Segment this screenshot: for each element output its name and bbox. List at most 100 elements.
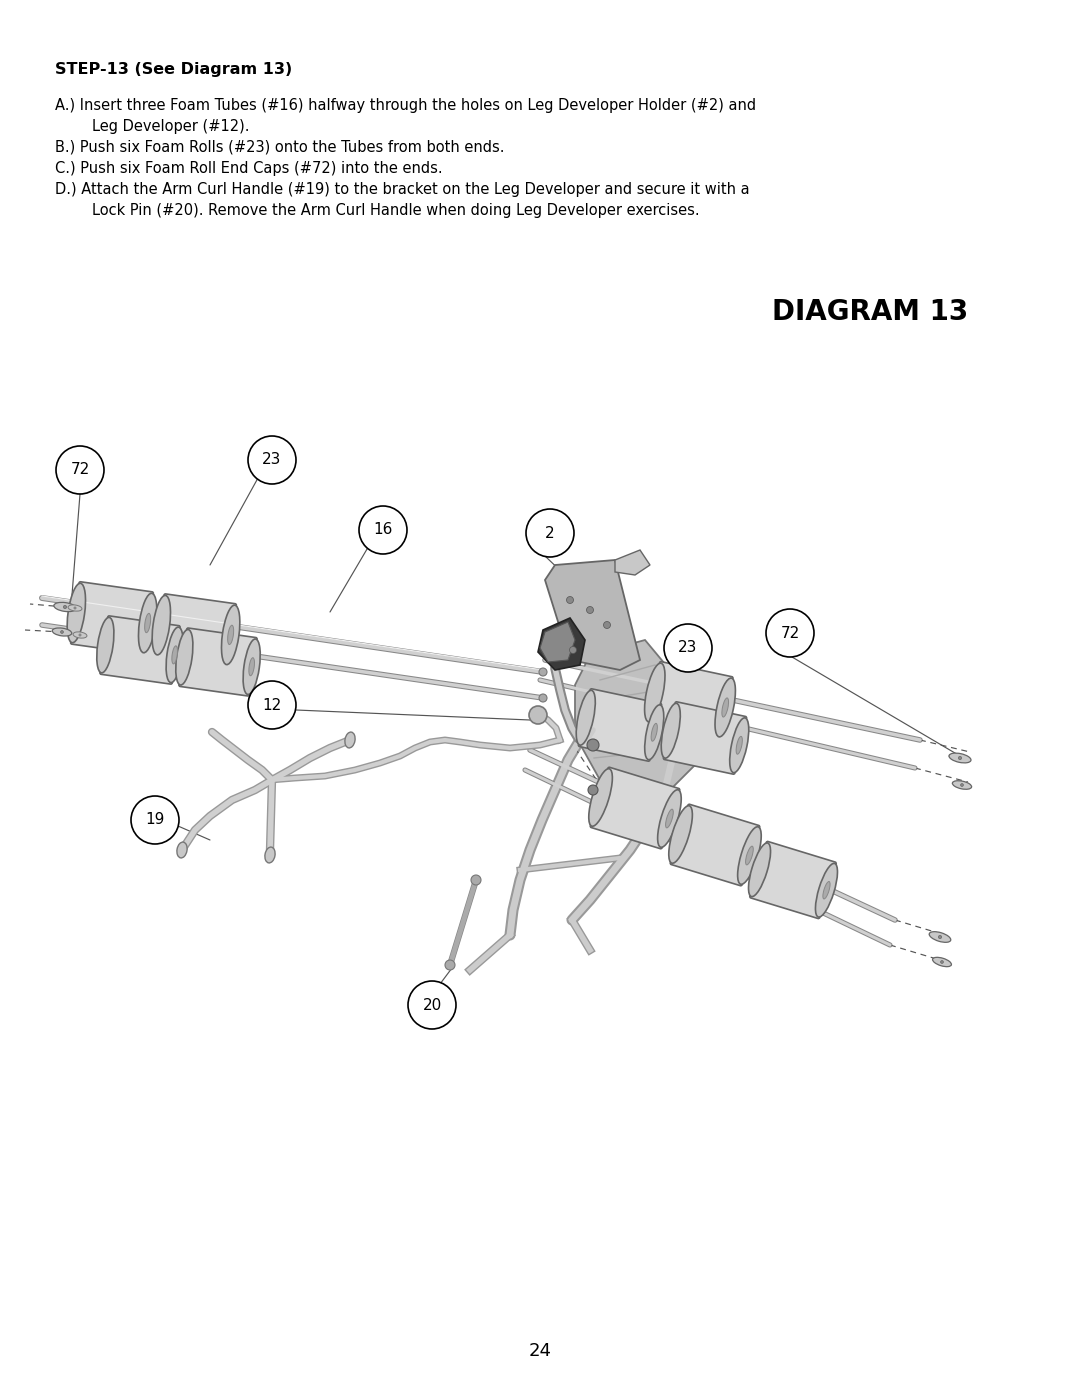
Ellipse shape <box>815 863 837 916</box>
Circle shape <box>73 606 77 609</box>
Text: Lock Pin (#20). Remove the Arm Curl Handle when doing Leg Developer exercises.: Lock Pin (#20). Remove the Arm Curl Hand… <box>55 203 700 218</box>
Ellipse shape <box>651 724 658 742</box>
Circle shape <box>408 981 456 1030</box>
Text: 72: 72 <box>70 462 90 478</box>
Ellipse shape <box>730 718 748 773</box>
Polygon shape <box>540 622 575 662</box>
Ellipse shape <box>54 602 76 612</box>
Circle shape <box>567 597 573 604</box>
Circle shape <box>131 796 179 844</box>
Text: 23: 23 <box>262 453 282 468</box>
Ellipse shape <box>243 638 260 694</box>
Circle shape <box>60 630 64 633</box>
Text: 2: 2 <box>545 525 555 541</box>
Ellipse shape <box>577 690 595 745</box>
Ellipse shape <box>823 882 831 898</box>
Ellipse shape <box>748 842 770 897</box>
Ellipse shape <box>932 957 951 967</box>
Ellipse shape <box>248 658 255 676</box>
FancyBboxPatch shape <box>750 841 836 919</box>
Text: 12: 12 <box>262 697 282 712</box>
Circle shape <box>539 694 546 703</box>
Ellipse shape <box>345 732 355 747</box>
Polygon shape <box>615 550 650 576</box>
Text: 24: 24 <box>528 1343 552 1361</box>
Text: Leg Developer (#12).: Leg Developer (#12). <box>55 119 249 134</box>
Circle shape <box>445 960 455 970</box>
Polygon shape <box>545 560 640 671</box>
Text: C.) Push six Foam Roll End Caps (#72) into the ends.: C.) Push six Foam Roll End Caps (#72) in… <box>55 161 443 176</box>
FancyBboxPatch shape <box>663 701 746 774</box>
Circle shape <box>766 609 814 657</box>
Circle shape <box>569 647 577 654</box>
Circle shape <box>960 784 963 787</box>
Text: A.) Insert three Foam Tubes (#16) halfway through the holes on Leg Developer Hol: A.) Insert three Foam Tubes (#16) halfwa… <box>55 98 756 113</box>
Circle shape <box>941 961 944 964</box>
Text: 72: 72 <box>781 626 799 640</box>
Circle shape <box>248 436 296 483</box>
FancyBboxPatch shape <box>100 616 180 685</box>
FancyBboxPatch shape <box>179 629 257 696</box>
Text: DIAGRAM 13: DIAGRAM 13 <box>772 298 968 326</box>
FancyBboxPatch shape <box>156 594 237 666</box>
Ellipse shape <box>52 627 71 636</box>
Circle shape <box>604 622 610 629</box>
Circle shape <box>64 605 67 609</box>
Ellipse shape <box>177 842 187 858</box>
Ellipse shape <box>645 664 665 722</box>
Ellipse shape <box>67 584 85 643</box>
Circle shape <box>588 785 598 795</box>
Ellipse shape <box>645 705 664 760</box>
Ellipse shape <box>176 630 193 685</box>
Ellipse shape <box>221 605 240 665</box>
Text: STEP-13 (See Diagram 13): STEP-13 (See Diagram 13) <box>55 61 293 77</box>
Circle shape <box>588 739 599 752</box>
Ellipse shape <box>145 613 150 633</box>
Ellipse shape <box>929 932 950 943</box>
Circle shape <box>664 624 712 672</box>
Ellipse shape <box>166 627 184 683</box>
Text: D.) Attach the Arm Curl Handle (#19) to the bracket on the Leg Developer and sec: D.) Attach the Arm Curl Handle (#19) to … <box>55 182 750 197</box>
Text: B.) Push six Foam Rolls (#23) onto the Tubes from both ends.: B.) Push six Foam Rolls (#23) onto the T… <box>55 140 504 155</box>
Polygon shape <box>538 617 585 671</box>
FancyBboxPatch shape <box>70 581 153 654</box>
Circle shape <box>939 936 942 939</box>
Circle shape <box>471 875 481 886</box>
Ellipse shape <box>669 806 692 863</box>
FancyBboxPatch shape <box>591 767 679 849</box>
Circle shape <box>586 606 594 613</box>
Text: 16: 16 <box>374 522 393 538</box>
Ellipse shape <box>665 809 673 828</box>
Ellipse shape <box>138 594 157 652</box>
Circle shape <box>526 509 573 557</box>
Text: 23: 23 <box>678 640 698 655</box>
Text: 20: 20 <box>422 997 442 1013</box>
Ellipse shape <box>73 631 87 638</box>
Ellipse shape <box>97 617 113 673</box>
Ellipse shape <box>737 736 742 754</box>
Ellipse shape <box>152 595 171 655</box>
Ellipse shape <box>715 678 735 736</box>
Text: 19: 19 <box>146 813 164 827</box>
FancyBboxPatch shape <box>579 689 662 761</box>
Ellipse shape <box>738 827 761 884</box>
FancyBboxPatch shape <box>647 662 733 739</box>
Ellipse shape <box>265 847 275 863</box>
Circle shape <box>248 680 296 729</box>
Ellipse shape <box>68 605 82 610</box>
Ellipse shape <box>172 645 177 664</box>
Circle shape <box>79 633 81 637</box>
Circle shape <box>56 446 104 495</box>
Ellipse shape <box>721 698 729 717</box>
Ellipse shape <box>953 781 972 789</box>
Ellipse shape <box>949 753 971 763</box>
Ellipse shape <box>658 789 681 848</box>
Ellipse shape <box>589 768 612 826</box>
FancyBboxPatch shape <box>671 805 759 886</box>
Circle shape <box>529 705 546 724</box>
Ellipse shape <box>745 847 753 865</box>
Ellipse shape <box>228 626 233 644</box>
Polygon shape <box>575 640 700 789</box>
Circle shape <box>539 668 546 676</box>
Ellipse shape <box>661 703 680 759</box>
